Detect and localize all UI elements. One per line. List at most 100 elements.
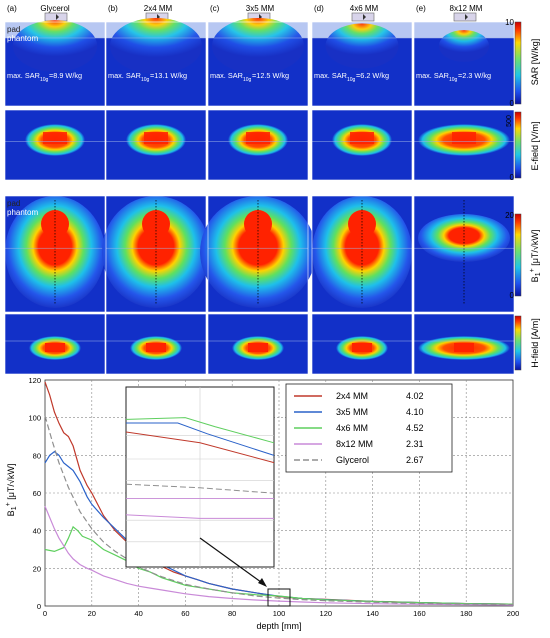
sar-max-value: =13.1 W/kg — [150, 71, 187, 80]
pad-label: pad — [7, 25, 20, 34]
b1-label-sup: + — [529, 268, 536, 272]
legend-value: 2.31 — [406, 439, 424, 449]
panel-frame — [413, 195, 515, 313]
y-label-sup: + — [5, 502, 12, 506]
b1-colorbar: 20 0 B1+ [μT/√kW] — [505, 211, 542, 300]
panel-frame — [207, 21, 309, 107]
panel-frame — [311, 109, 413, 181]
series-line-8x12-mm — [44, 505, 514, 606]
panel-frame — [413, 109, 515, 181]
y-axis-label: B1+ [μT/√kW] — [5, 464, 18, 517]
panel-tag: (b) — [108, 4, 118, 13]
coil-feed-icon — [465, 14, 468, 20]
sar-hotspot — [212, 18, 304, 74]
panel-frame — [413, 21, 515, 107]
panel-frame — [311, 195, 413, 313]
x-tick-label: 160 — [413, 609, 426, 618]
sar-max-value: =2.3 W/kg — [458, 71, 491, 80]
x-tick-label: 100 — [273, 609, 286, 618]
inset-line-8x12-mm — [125, 514, 274, 519]
sar-max-label: max. SAR — [314, 71, 347, 80]
hfield-core — [146, 343, 166, 352]
x-tick-label: 180 — [460, 609, 473, 618]
efield-core — [452, 132, 476, 144]
panel-frame — [105, 109, 207, 181]
inset-line-glycerol — [125, 483, 275, 494]
sar-colorbar-min: 0 — [510, 99, 515, 108]
efield-colorbar-min: 0 — [510, 173, 515, 182]
panel-tag: (a) — [7, 4, 17, 13]
panel-frame — [4, 21, 106, 107]
panel-title: 4x6 MM — [350, 4, 379, 13]
panel-tag: (c) — [210, 4, 220, 13]
column-4: (d) 4x6 MM max. SAR 10g =6.2 W/kg — [311, 4, 413, 375]
sar-colorbar-label: SAR [W/kg] — [530, 39, 540, 86]
legend-value: 4.02 — [406, 391, 424, 401]
panel-frame — [4, 109, 106, 181]
zoom-box — [267, 588, 291, 607]
coil-feed-icon — [56, 14, 59, 20]
y-tick-label: 120 — [28, 376, 41, 385]
y-tick-label: 40 — [33, 527, 41, 536]
panel-title: 2x4 MM — [144, 4, 173, 13]
sar-colorbar: 10 0 SAR [W/kg] — [505, 18, 540, 108]
coil-feed-icon — [363, 14, 366, 20]
efield-core — [43, 132, 67, 144]
hfield-core — [248, 343, 268, 352]
sar-subscript: 10g — [347, 77, 356, 83]
panel-frame — [207, 195, 309, 313]
inset-lines — [125, 417, 275, 519]
x-tick-label: 200 — [507, 609, 520, 618]
x-tick-labels: 0 20 40 60 80 100 120 140 160 180 200 — [43, 609, 519, 618]
y-tick-label: 60 — [33, 489, 41, 498]
sar-max-value: =12.5 W/kg — [252, 71, 289, 80]
b1-label-main: B — [530, 276, 540, 282]
x-tick-label: 60 — [181, 609, 189, 618]
sar-subscript: 10g — [243, 77, 252, 83]
b1-colorbar-label: B1+ [μT/√kW] — [529, 230, 542, 283]
panel-frame — [311, 21, 413, 107]
b1-colorbar-min: 0 — [510, 291, 515, 300]
series-line-glycerol — [44, 415, 514, 606]
legend-value: 4.10 — [406, 407, 424, 417]
hfield-core — [45, 343, 65, 352]
sar-hotspot — [438, 30, 490, 62]
legend-value: 2.67 — [406, 455, 424, 465]
pad-label-b1: pad — [7, 199, 20, 208]
panel-frame — [413, 313, 515, 375]
legend-label: 8x12 MM — [336, 439, 373, 449]
x-tick-label: 40 — [134, 609, 142, 618]
efield-colorbar-max: 500 — [506, 115, 513, 127]
b1-colorbar-max: 20 — [505, 211, 514, 220]
sar-subscript: 10g — [40, 77, 49, 83]
hfield-core — [454, 343, 474, 352]
legend: 2x4 MM 4.02 3x5 MM 4.10 4x6 MM 4.52 8x12 MM 2.3… — [285, 383, 453, 473]
x-tick-label: 120 — [320, 609, 333, 618]
y-label-sub: 1 — [11, 506, 18, 510]
efield-colorbar-label: E-field [V/m] — [530, 121, 540, 170]
sar-subscript: 10g — [449, 77, 458, 83]
zoom-arrowhead — [258, 578, 267, 587]
inset-line-3x5-mm — [126, 422, 275, 456]
sar-max-label: max. SAR — [108, 71, 141, 80]
inset-line-2x4-mm — [125, 431, 275, 464]
b1-depth-chart: 0 20 40 60 80 100 120 140 160 180 200 0 20 40 60 80 100… — [5, 376, 519, 631]
sar-max-value: =6.2 W/kg — [356, 71, 389, 80]
x-axis-label: depth [mm] — [256, 621, 301, 631]
efield-core — [350, 132, 374, 144]
b1-label-sub: 1 — [535, 272, 542, 276]
b1-field-pattern — [418, 214, 510, 262]
y-tick-label: 100 — [28, 414, 41, 423]
panel-tag: (d) — [314, 4, 324, 13]
y-tick-label: 20 — [33, 564, 41, 573]
legend-value: 4.52 — [406, 423, 424, 433]
efield-colorbar: 500 0 E-field [V/m] — [506, 111, 540, 182]
panel-title: 8x12 MM — [450, 4, 483, 13]
panel-frame — [105, 313, 207, 375]
x-tick-label: 0 — [43, 609, 47, 618]
legend-label: 4x6 MM — [336, 423, 368, 433]
panel-frame — [207, 313, 309, 375]
panel-frame — [105, 21, 207, 107]
column-2: (b) 2x4 MM max. SAR 10g =13.1 W/kg — [102, 4, 210, 375]
